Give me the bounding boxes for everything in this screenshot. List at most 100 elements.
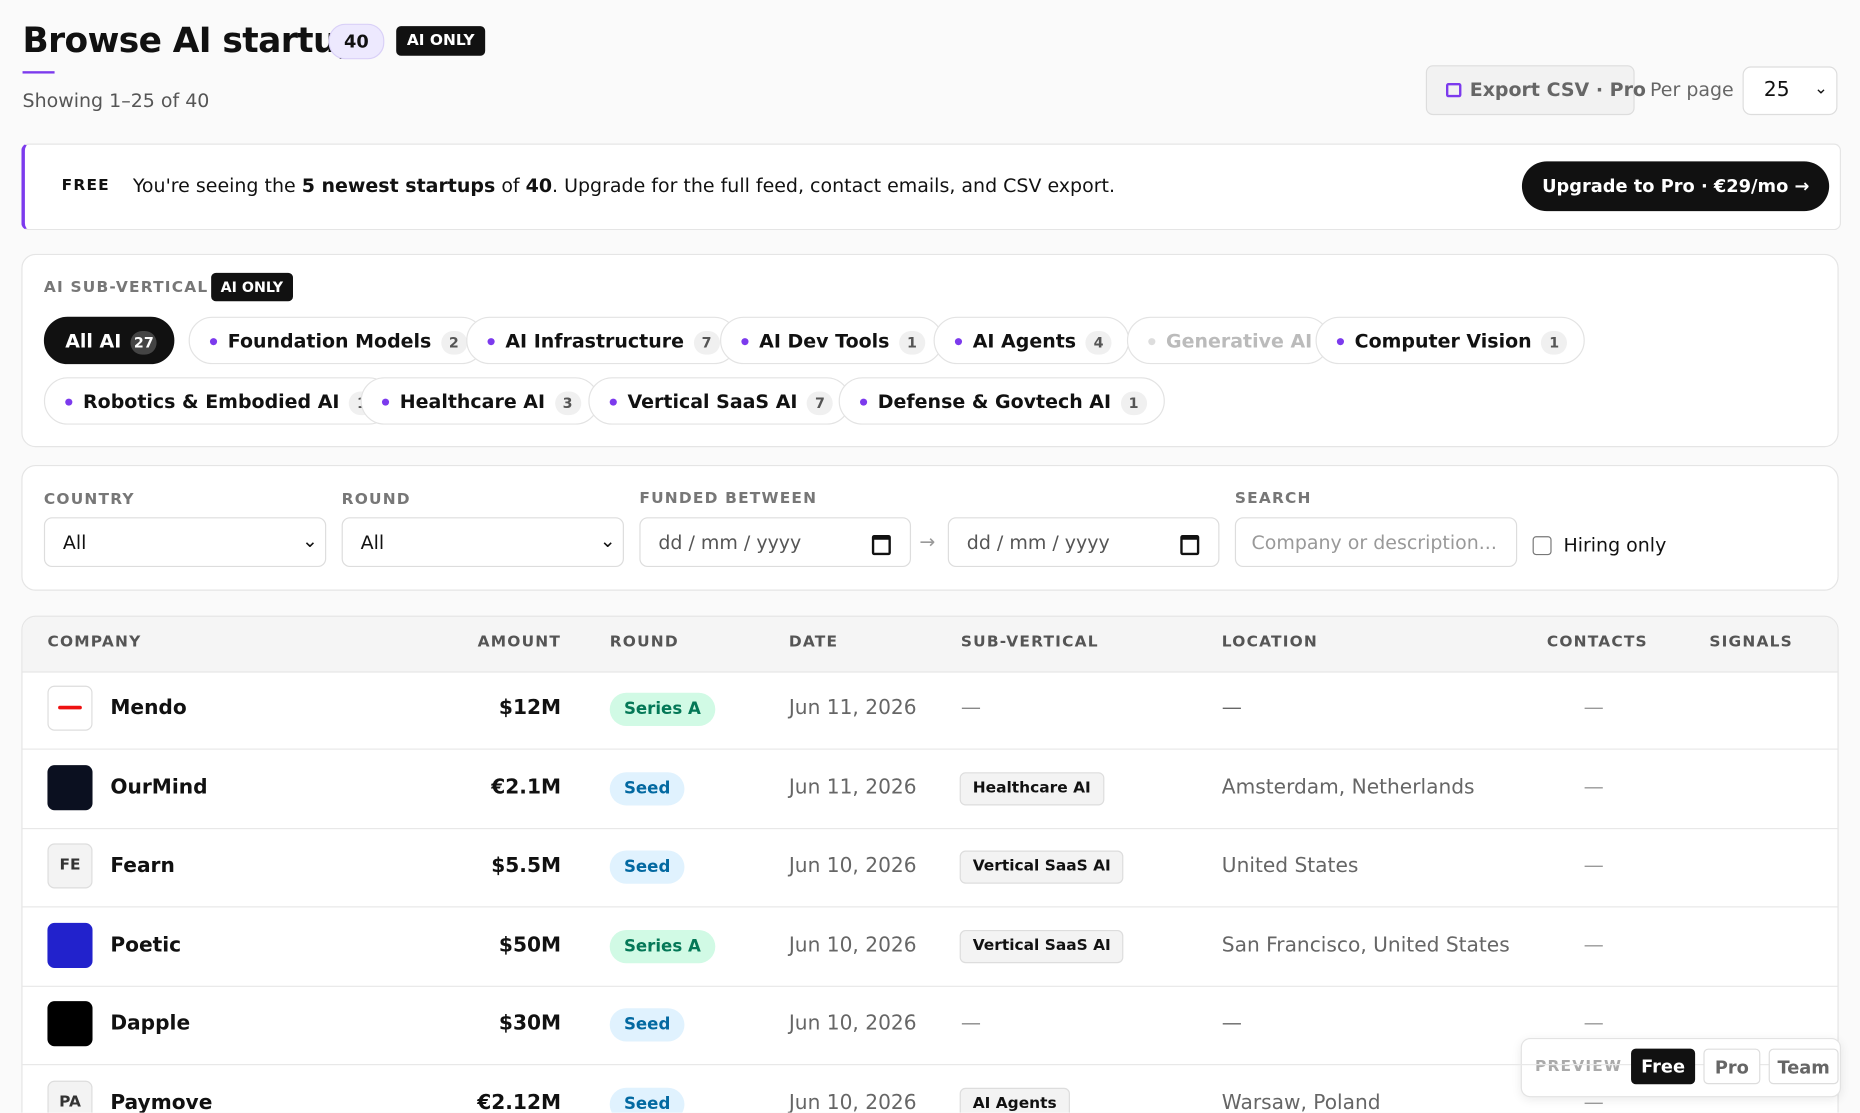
text-bold: 40	[525, 174, 553, 197]
subvertical-chip[interactable]: Generative AI	[1126, 316, 1331, 365]
chip-label: AI Agents	[972, 329, 1077, 353]
location: —	[1221, 696, 1242, 721]
preview-option[interactable]: Free	[1631, 1048, 1696, 1085]
dot	[860, 398, 868, 406]
chip-label: AI Dev Tools	[759, 329, 890, 353]
location: United States	[1221, 854, 1359, 878]
location: Warsaw, Poland	[1221, 1090, 1381, 1113]
round-pill: Seed	[609, 1008, 685, 1042]
chip-count: 27	[130, 330, 157, 355]
subvertical-chip[interactable]: Healthcare AI 3	[360, 377, 599, 425]
chip-count: 1	[898, 330, 926, 355]
export-button[interactable]: Export CSV · Pro	[1425, 65, 1646, 116]
amount: €2.12M	[477, 1090, 562, 1113]
calendar-icon	[871, 534, 891, 556]
subvertical-chip[interactable]: Foundation Models 2	[188, 316, 485, 365]
column-header: AMOUNT	[477, 633, 562, 652]
logo-mark	[58, 705, 82, 710]
company-logo	[47, 685, 93, 731]
company-logo	[47, 922, 93, 968]
company-name[interactable]: Mendo	[110, 696, 187, 721]
date-to[interactable]: dd / mm / yyyy	[947, 517, 1220, 568]
date-from[interactable]: dd / mm / yyyy	[639, 517, 912, 568]
column-header: LOCATION	[1221, 633, 1319, 652]
round-pill: Seed	[609, 771, 685, 805]
contacts: —	[1583, 932, 1604, 957]
subvertical-chip[interactable]: All AI 27	[43, 316, 175, 365]
chevron: ⌄	[302, 529, 318, 552]
amount: $12M	[498, 696, 562, 721]
row-divider	[22, 906, 1838, 908]
chip-label: Foundation Models	[227, 329, 432, 353]
banner-text: You're seeing the 5 newest startups of 4…	[133, 174, 1115, 197]
round-pill: Seed	[609, 1087, 685, 1113]
column-header: SUB-VERTICAL	[960, 633, 1099, 652]
location: Amsterdam, Netherlands	[1221, 775, 1475, 799]
column-header: ROUND	[609, 633, 679, 652]
sub-vertical: Vertical SaaS AI	[959, 850, 1124, 884]
chip-label: All AI	[65, 329, 122, 353]
company-name[interactable]: OurMind	[110, 775, 208, 799]
table-header	[22, 616, 1838, 673]
subvertical-chip[interactable]: Defense & Govtech AI 1	[838, 377, 1165, 425]
company-name[interactable]: Paymove	[110, 1090, 213, 1113]
contacts: —	[1583, 1011, 1604, 1036]
text: You're seeing the	[132, 174, 302, 197]
subvertical-chip[interactable]: AI Agents 4	[933, 316, 1130, 365]
company-name[interactable]: Dapple	[110, 1011, 191, 1036]
per-page-value: 25	[1763, 78, 1790, 103]
calendar-icon	[1180, 534, 1200, 556]
round-label: ROUND	[341, 491, 411, 509]
logo-initials: PA	[59, 1093, 81, 1111]
location: San Francisco, United States	[1221, 932, 1510, 957]
preview-label: PREVIEW	[1534, 1058, 1623, 1076]
ai-only-badge: AI ONLY	[211, 272, 293, 302]
chip-label: AI Infrastructure	[505, 329, 685, 353]
column-header: COMPANY	[47, 633, 142, 652]
funded-label: FUNDED BETWEEN	[639, 489, 818, 508]
upgrade-button[interactable]: Upgrade to Pro · €29/mo →	[1521, 161, 1830, 212]
date: Jun 10, 2026	[788, 1011, 917, 1036]
dot	[65, 398, 73, 406]
subvertical-chip[interactable]: Vertical SaaS AI 7	[588, 377, 851, 425]
country-select[interactable]: All ⌄	[43, 517, 327, 568]
ai-only-badge: AI ONLY	[396, 26, 486, 56]
chip-label: Healthcare AI	[399, 390, 546, 413]
company-name[interactable]: Fearn	[110, 854, 175, 878]
company-logo: FE	[47, 843, 93, 889]
company-logo	[47, 1001, 93, 1047]
chip-count: 1	[1541, 330, 1568, 355]
dot	[209, 338, 218, 346]
sub-vertical: —	[960, 1011, 982, 1036]
round-pill: Series A	[609, 929, 716, 963]
company-logo	[47, 764, 93, 810]
per-page-label: Per page	[1650, 78, 1734, 101]
dot	[741, 338, 749, 346]
per-page-select[interactable]: 25 ⌄	[1742, 66, 1838, 116]
hiring-checkbox[interactable]	[1532, 536, 1552, 556]
dot	[954, 338, 963, 346]
chip-label: Generative AI	[1166, 329, 1313, 353]
round-select[interactable]: All ⌄	[341, 517, 624, 568]
logo-initials: FE	[59, 856, 81, 875]
text-bold: 5 newest startups	[301, 174, 496, 197]
date: Jun 10, 2026	[788, 932, 917, 957]
contacts: —	[1583, 696, 1604, 721]
search-input[interactable]: Company or description...	[1234, 517, 1518, 568]
subvertical-chip[interactable]: Computer Vision 1	[1315, 316, 1586, 365]
company-name[interactable]: Poetic	[110, 932, 182, 957]
subvertical-chip[interactable]: AI Infrastructure 7	[466, 316, 738, 365]
dot	[381, 398, 390, 406]
subvertical-chip[interactable]: Robotics & Embodied AI1	[43, 377, 393, 425]
row-divider	[22, 1064, 1838, 1066]
subvertical-chip[interactable]: AI Dev Tools 1	[720, 316, 943, 365]
amount: $30M	[498, 1011, 562, 1036]
dot	[1336, 338, 1344, 346]
preview-option[interactable]: Pro	[1703, 1048, 1761, 1085]
date: Jun 10, 2026	[788, 854, 917, 878]
page-title: Browse AI startups	[22, 20, 382, 61]
chip-label: Computer Vision	[1354, 329, 1532, 353]
chip-label: Defense & Govtech AI	[877, 390, 1112, 413]
preview-option[interactable]: Team	[1768, 1048, 1839, 1085]
